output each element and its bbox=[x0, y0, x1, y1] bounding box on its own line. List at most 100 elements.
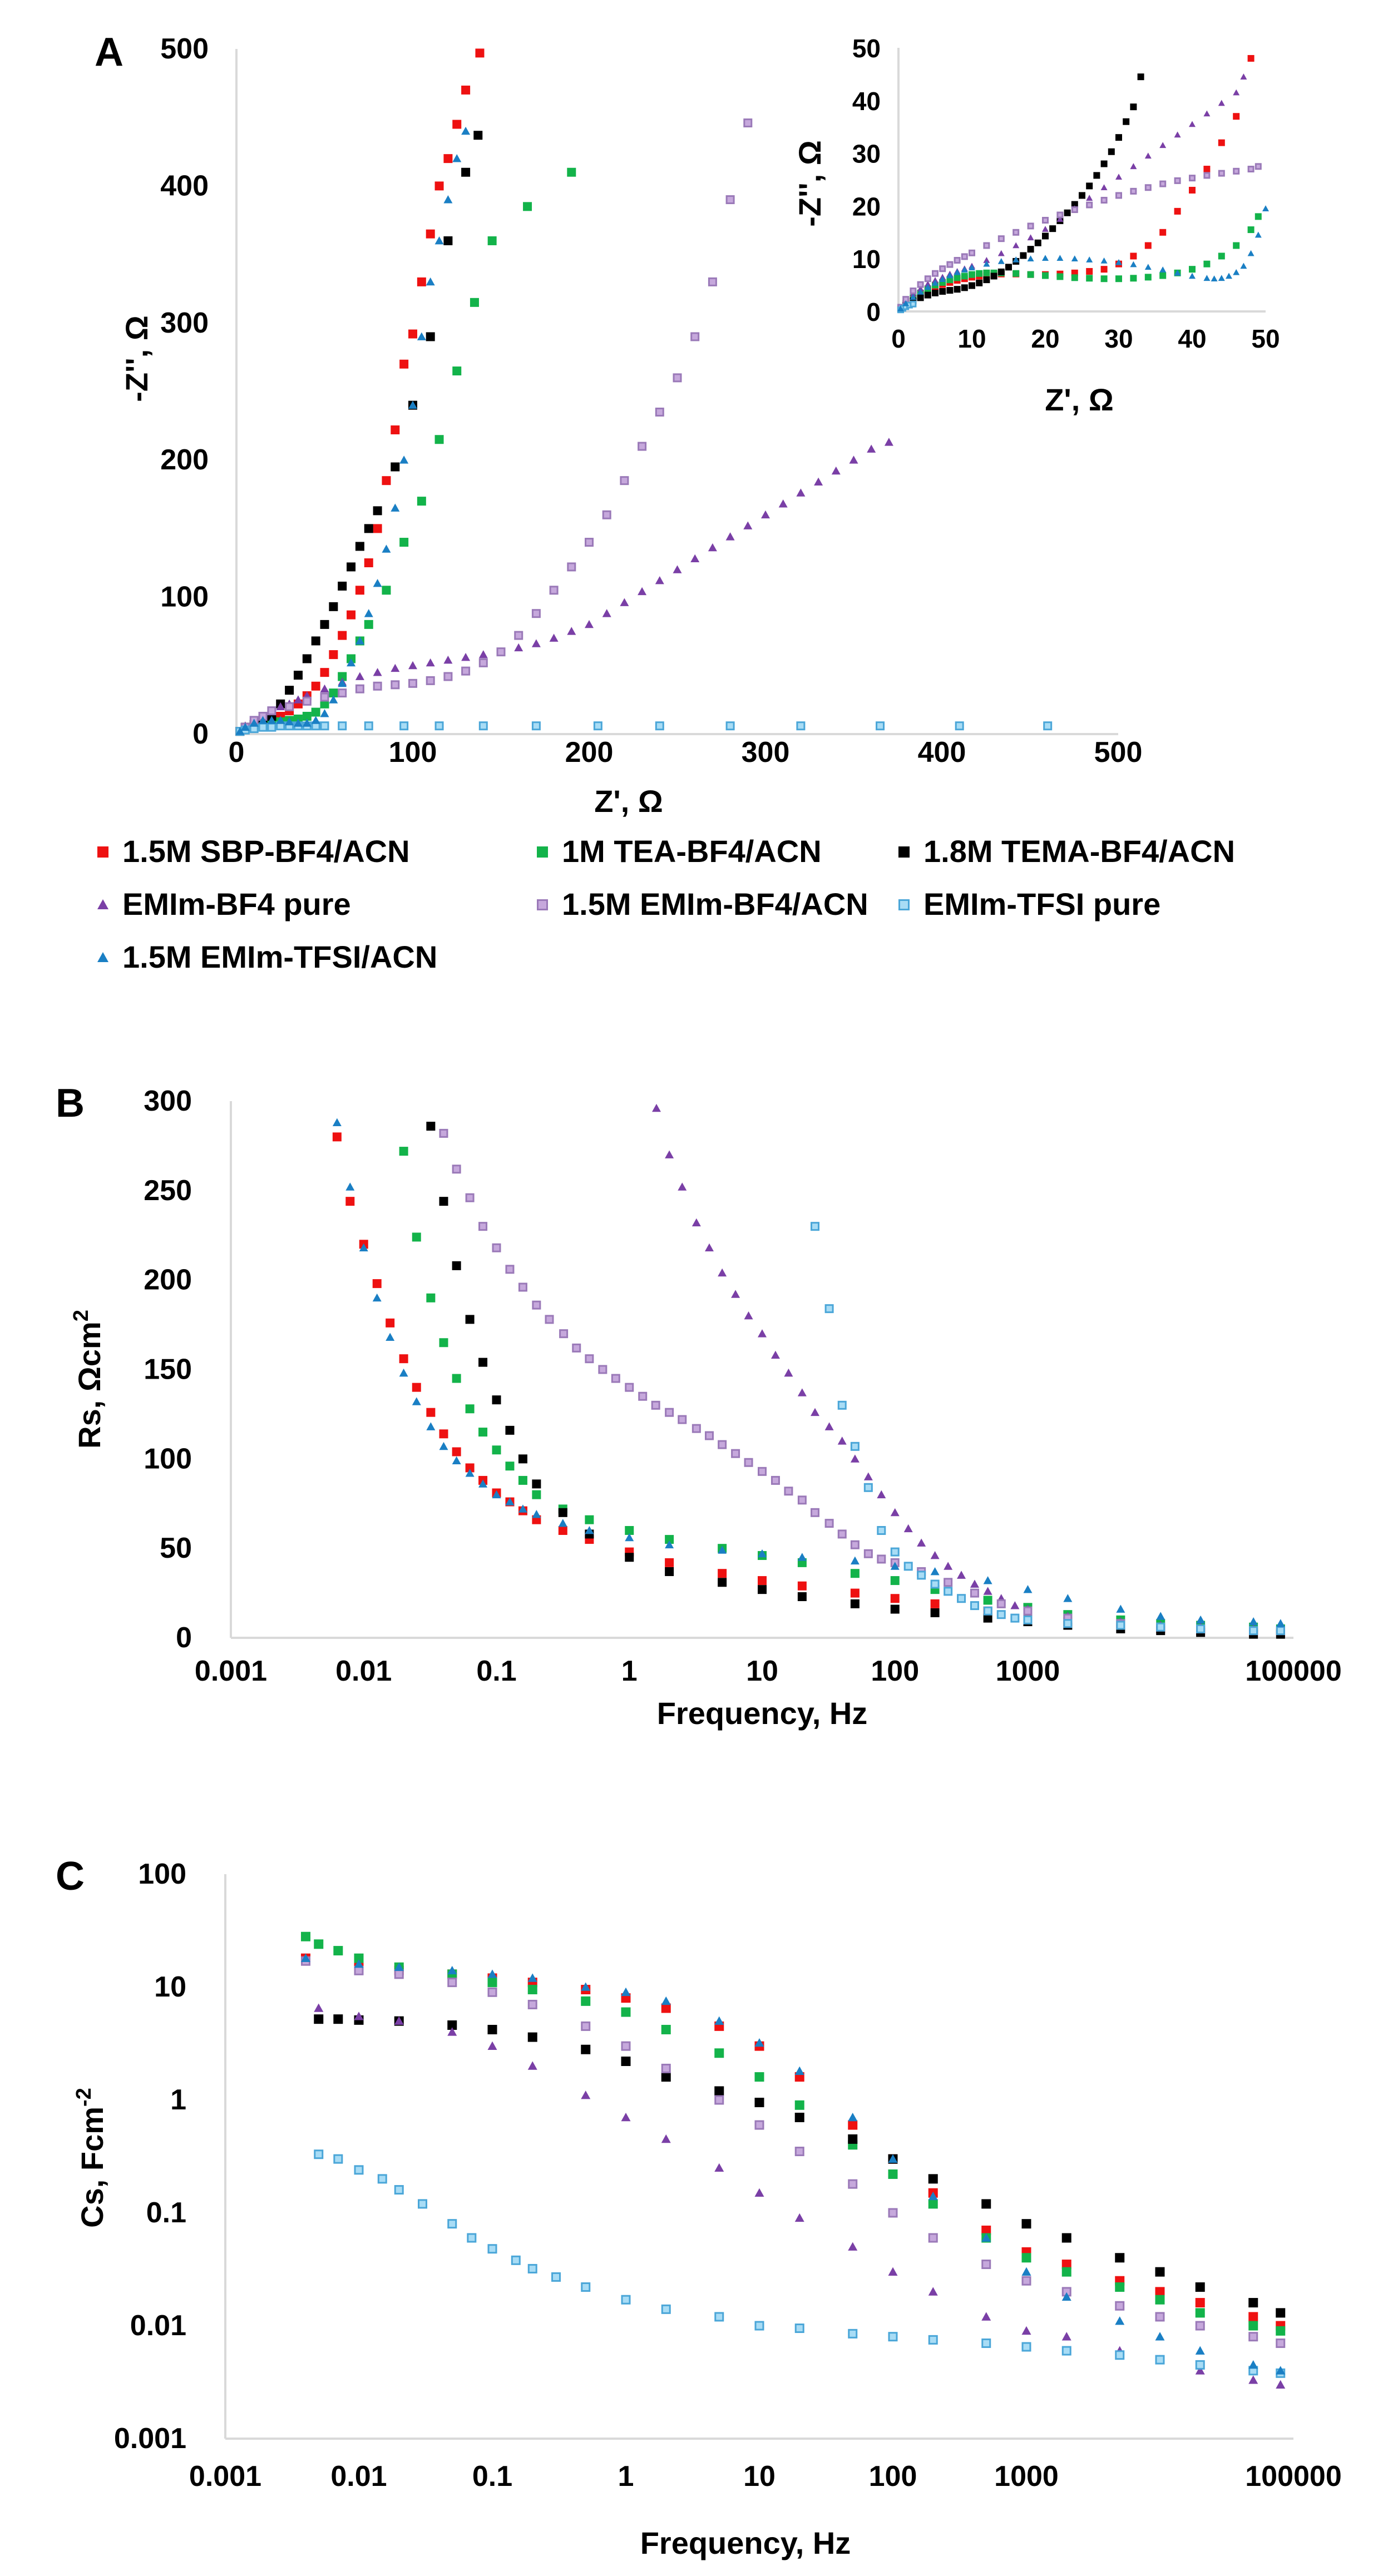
panel-b-point-1-5m-sbp-bf4-acn bbox=[439, 1429, 448, 1439]
panel-i-point-1-5m-emim-tfsi-acn bbox=[1254, 231, 1262, 238]
panel-b-y-tick-6: 300 bbox=[144, 1085, 192, 1117]
panel-b-point-1-5m-emim-tfsi-acn bbox=[665, 1540, 674, 1549]
panel-a-point-1-5m-emim-tfsi-acn bbox=[452, 154, 462, 162]
panel-b-point-1-5m-sbp-bf4-acn bbox=[890, 1594, 900, 1603]
panel-b-point-1-5m-emim-bf4-acn bbox=[665, 1408, 674, 1417]
panel-c-point-1-8m-tema-bf4-acn bbox=[333, 2014, 343, 2024]
panel-b-point-1-5m-sbp-bf4-acn bbox=[452, 1447, 461, 1457]
panel-b-point-1-5m-sbp-bf4-acn bbox=[412, 1383, 421, 1392]
panel-c-point-emim-tfsi-pure bbox=[511, 2255, 521, 2265]
legend-label: 1.5M SBP-BF4/ACN bbox=[122, 834, 410, 869]
panel-b-point-1-5m-emim-bf4-acn bbox=[532, 1300, 541, 1310]
panel-a-point-1m-tea-bf4-acn bbox=[320, 699, 329, 709]
panel-b-point-emim-bf4-pure bbox=[917, 1538, 926, 1547]
panel-c-y-tick-3: 1 bbox=[170, 2084, 186, 2116]
panel-b-x-tick-5: 100 bbox=[871, 1655, 919, 1687]
panel-c-point-1-5m-emim-tfsi-acn bbox=[447, 1965, 457, 1975]
panel-c-point-1-5m-emim-tfsi-acn bbox=[581, 1982, 591, 1991]
panel-b-y-tick-5: 250 bbox=[144, 1175, 192, 1207]
panel-a-x-label: Z', Ω bbox=[594, 784, 663, 819]
panel-c-point-1m-tea-bf4-acn bbox=[1276, 2326, 1286, 2336]
panel-a-point-1-5m-emim-bf4-acn bbox=[638, 442, 647, 451]
panel-a-point-emim-bf4-pure bbox=[814, 477, 823, 486]
panel-a-point-emim-bf4-pure bbox=[725, 532, 735, 541]
panel-a-point-1-5m-sbp-bf4-acn bbox=[426, 229, 435, 239]
panel-c-y-label-sup: -2 bbox=[72, 2088, 96, 2107]
panel-a-point-1-8m-tema-bf4-acn bbox=[329, 602, 338, 611]
panel-a-point-1-5m-emim-bf4-acn bbox=[620, 476, 629, 486]
panel-c-point-emim-bf4-pure bbox=[487, 2041, 497, 2050]
panel-c-point-1-8m-tema-bf4-acn bbox=[621, 2056, 631, 2066]
panel-a-point-1-5m-emim-bf4-acn bbox=[549, 586, 559, 595]
panel-a-point-1-5m-sbp-bf4-acn bbox=[434, 181, 444, 191]
panel-c-point-1-8m-tema-bf4-acn bbox=[1061, 2233, 1071, 2243]
panel-a-point-1-8m-tema-bf4-acn bbox=[302, 654, 312, 663]
panel-b-point-1m-tea-bf4-acn bbox=[983, 1596, 992, 1605]
panel-b-point-1-5m-emim-tfsi-acn bbox=[625, 1533, 634, 1542]
panel-b-point-1-8m-tema-bf4-acn bbox=[426, 1122, 436, 1131]
panel-c-x-tick-7: 100000 bbox=[1245, 2460, 1342, 2493]
panel-a-point-1-8m-tema-bf4-acn bbox=[293, 671, 303, 680]
panel-b-point-emim-bf4-pure bbox=[784, 1368, 793, 1377]
panel-b-point-1-5m-emim-tfsi-acn bbox=[452, 1456, 461, 1464]
panel-c-point-1-5m-emim-tfsi-acn bbox=[661, 1996, 671, 2005]
panel-b-point-1-5m-emim-bf4-acn bbox=[651, 1400, 660, 1410]
panel-a-point-emim-tfsi-pure bbox=[364, 721, 373, 731]
panel-c-point-emim-bf4-pure bbox=[354, 2012, 364, 2020]
panel-a-point-1-5m-emim-tfsi-acn bbox=[249, 719, 259, 727]
panel-c-point-emim-tfsi-pure bbox=[1155, 2355, 1165, 2365]
panel-i-point-emim-bf4-pure bbox=[1218, 100, 1225, 106]
panel-a-point-emim-bf4-pure bbox=[373, 668, 382, 676]
panel-c-point-1m-tea-bf4-acn bbox=[314, 1939, 324, 1949]
panel-a-point-1-5m-emim-bf4-acn bbox=[496, 647, 506, 657]
panel-b-point-emim-bf4-pure bbox=[983, 1587, 992, 1595]
panel-b-point-1-5m-emim-tfsi-acn bbox=[1276, 1619, 1285, 1627]
panel-a-point-1-5m-emim-bf4-acn bbox=[355, 684, 364, 693]
panel-b-point-1-5m-emim-tfsi-acn bbox=[478, 1479, 488, 1488]
panel-c-point-emim-bf4-pure bbox=[581, 2090, 591, 2099]
panel-i-point-1m-tea-bf4-acn bbox=[1056, 273, 1064, 280]
panel-b-point-1m-tea-bf4-acn bbox=[492, 1445, 501, 1455]
panel-a-point-1-5m-emim-tfsi-acn bbox=[382, 544, 391, 553]
panel-i-point-1-8m-tema-bf4-acn bbox=[1042, 232, 1049, 240]
legend-label: EMIm-TFSI pure bbox=[923, 886, 1160, 922]
panel-a-inset-chart: 0 10 20 30 40 50 0 10 20 30 40 50 Z', Ω -Z'', Ω bbox=[792, 34, 1280, 417]
panel-i-point-1-8m-tema-bf4-acn bbox=[1108, 148, 1115, 155]
panel-i-point-1-5m-emim-tfsi-acn bbox=[997, 257, 1005, 264]
panel-c-point-emim-bf4-pure bbox=[661, 2134, 671, 2143]
panel-c-point-emim-bf4-pure bbox=[928, 2287, 938, 2296]
panel-b-point-emim-tfsi-pure bbox=[930, 1579, 940, 1589]
panel-a-point-emim-bf4-pure bbox=[320, 684, 329, 693]
panel-c-point-emim-tfsi-pure bbox=[527, 2263, 537, 2273]
panel-c-point-1-5m-emim-bf4-acn bbox=[928, 2233, 938, 2243]
panel-a-point-emim-bf4-pure bbox=[478, 650, 488, 658]
panel-c-point-1-5m-sbp-bf4-acn bbox=[848, 2120, 858, 2130]
panel-b-point-emim-tfsi-pure bbox=[890, 1547, 900, 1557]
panel-c-point-1m-tea-bf4-acn bbox=[581, 1996, 591, 2006]
panel-b-point-1m-tea-bf4-acn bbox=[465, 1404, 475, 1414]
panel-c-point-1-5m-emim-bf4-acn bbox=[447, 1978, 457, 1988]
panel-b-point-1-5m-emim-bf4-acn bbox=[439, 1128, 448, 1138]
panel-i-y-tick-0: 0 bbox=[866, 298, 881, 326]
panel-a-point-1-5m-emim-tfsi-acn bbox=[338, 678, 347, 687]
panel-i-point-1-5m-emim-tfsi-acn bbox=[983, 260, 990, 267]
panel-i-point-1-8m-tema-bf4-acn bbox=[1005, 264, 1012, 271]
panel-i-point-1m-tea-bf4-acn bbox=[1071, 274, 1078, 281]
panel-c-point-1m-tea-bf4-acn bbox=[661, 2024, 671, 2034]
panel-i-point-1-8m-tema-bf4-acn bbox=[1071, 201, 1078, 208]
panel-c-point-1-8m-tema-bf4-acn bbox=[1155, 2267, 1165, 2277]
panel-i-point-1-8m-tema-bf4-acn bbox=[1034, 239, 1041, 246]
panel-c-point-1-5m-emim-bf4-acn bbox=[621, 2041, 631, 2051]
panel-a-point-emim-bf4-pure bbox=[585, 620, 594, 628]
panel-i-point-1-5m-sbp-bf4-acn bbox=[1189, 186, 1196, 194]
panel-i-point-1-5m-emim-tfsi-acn bbox=[939, 276, 946, 282]
panel-c-point-emim-tfsi-pure bbox=[487, 2244, 497, 2254]
panel-b-point-1-5m-emim-tfsi-acn bbox=[439, 1441, 448, 1450]
panel-c-x-tick-5: 100 bbox=[869, 2460, 917, 2493]
panel-b-point-1-5m-sbp-bf4-acn bbox=[399, 1354, 408, 1364]
panel-b-point-1-5m-emim-tfsi-acn bbox=[465, 1469, 475, 1477]
panel-c-x-tick-6: 1000 bbox=[994, 2460, 1059, 2493]
panel-b-y-label-sup: 2 bbox=[70, 1310, 93, 1321]
panel-a-point-emim-bf4-pure bbox=[690, 554, 700, 563]
panel-b-point-1-5m-emim-bf4-acn bbox=[771, 1475, 780, 1485]
